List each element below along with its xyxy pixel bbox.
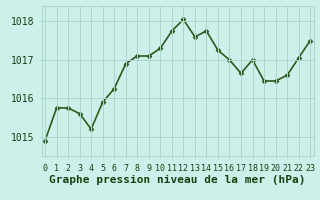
- X-axis label: Graphe pression niveau de la mer (hPa): Graphe pression niveau de la mer (hPa): [49, 175, 306, 185]
